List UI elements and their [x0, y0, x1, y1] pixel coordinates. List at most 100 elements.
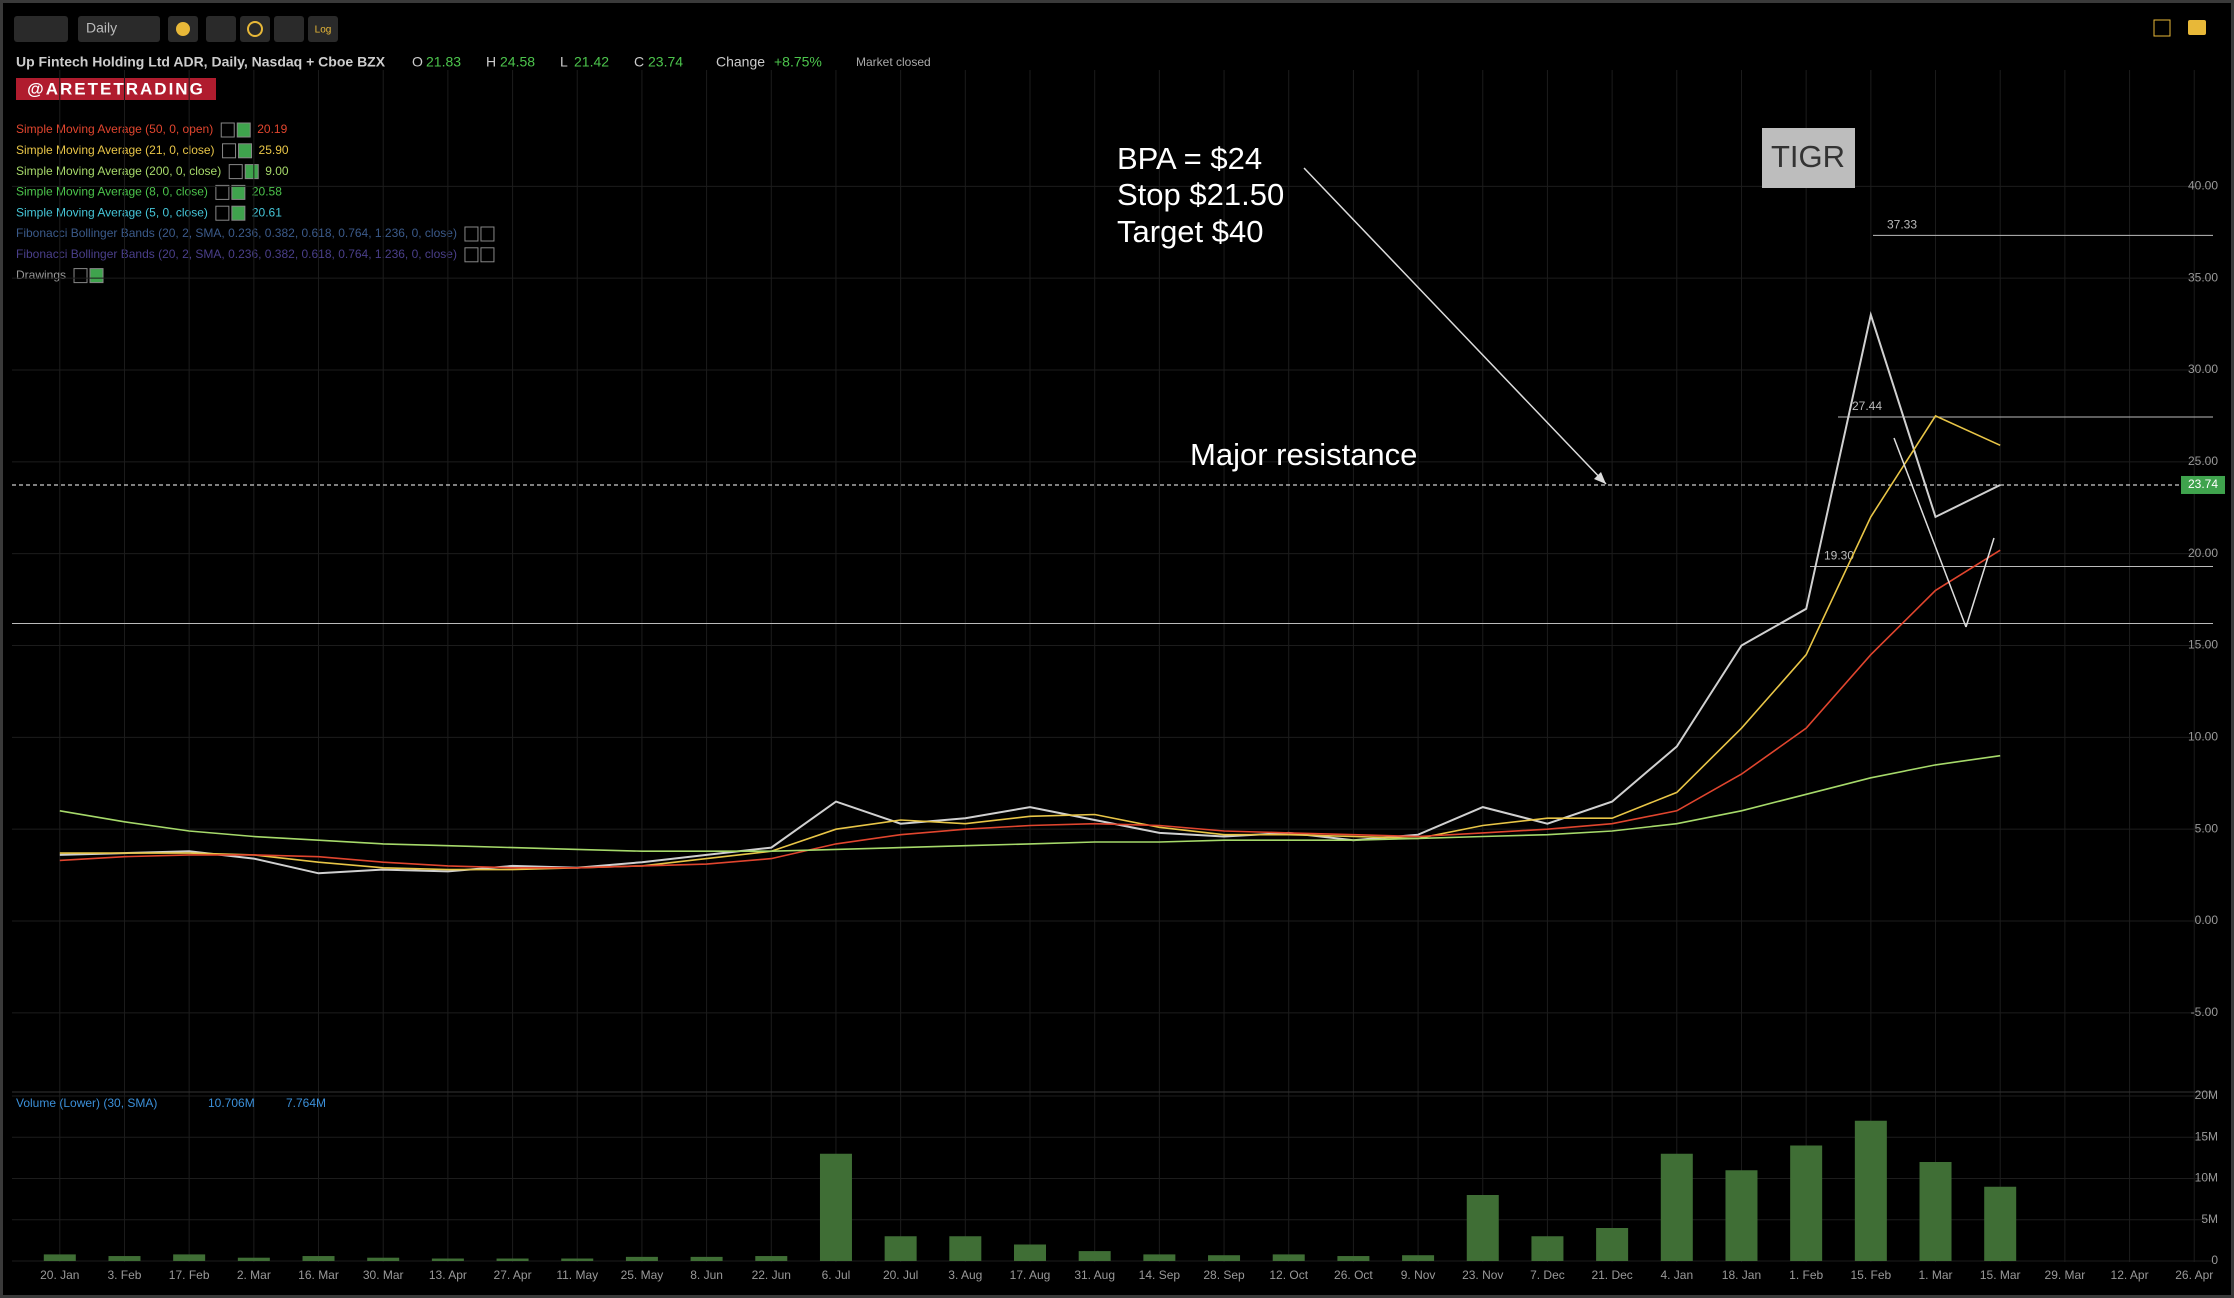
volume-bar — [819, 1153, 852, 1261]
volume-bar — [1272, 1254, 1305, 1261]
volume-bar — [1143, 1254, 1176, 1261]
y-tick-label: 20M — [2195, 1088, 2218, 1102]
volume-bar — [1337, 1256, 1370, 1261]
series-line — [59, 414, 2001, 871]
indicator-toggle[interactable] — [236, 122, 251, 138]
volume-bar — [367, 1257, 400, 1261]
x-tick-label: 28. Sep — [1203, 1268, 1245, 1282]
x-tick-label: 8. Jun — [690, 1268, 723, 1282]
series-line — [59, 549, 2001, 869]
clock-icon — [247, 21, 263, 37]
volume-bar — [1078, 1251, 1111, 1261]
indicator-name: Simple Moving Average (8, 0, close) — [16, 185, 208, 199]
volume-bar — [1402, 1255, 1435, 1261]
volume-bar — [1466, 1195, 1499, 1261]
x-tick-label: 7. Dec — [1530, 1268, 1565, 1282]
x-tick-label: 27. Apr — [494, 1268, 532, 1282]
y-tick-label: 25.00 — [2188, 454, 2218, 468]
y-tick-label: 0.00 — [2195, 913, 2219, 927]
ticker-box — [1762, 128, 1855, 188]
x-tick-label: 9. Nov — [1401, 1268, 1436, 1282]
y-tick-label: 10M — [2195, 1171, 2218, 1185]
indicator-menu[interactable] — [464, 226, 479, 242]
symbol: Up Fintech Holding Ltd ADR, Daily, Nasda… — [16, 54, 386, 70]
indicator-value: 9.00 — [265, 164, 289, 178]
crosshair-button[interactable] — [274, 16, 304, 42]
indicator-toggle[interactable] — [231, 205, 246, 221]
x-tick-label: 11. May — [556, 1268, 598, 1282]
interval-select[interactable] — [78, 16, 160, 42]
indicator-toggle[interactable] — [480, 226, 495, 242]
indicator-menu[interactable] — [220, 122, 235, 138]
snapshot-button[interactable] — [2188, 20, 2206, 35]
volume-bar — [1725, 1170, 1758, 1261]
x-tick-label: 17. Aug — [1010, 1268, 1051, 1282]
annotation: Target $40 — [1117, 214, 1264, 249]
change-value: +8.75% — [774, 54, 822, 70]
watermark-box — [16, 78, 216, 100]
drawing-line — [1893, 437, 1967, 628]
indicator-name: Fibonacci Bollinger Bands (20, 2, SMA, 0… — [16, 247, 457, 261]
y-tick-label: -5.00 — [2191, 1005, 2219, 1019]
x-tick-label: 15. Feb — [1850, 1268, 1891, 1282]
indicator-value: 20.61 — [252, 205, 282, 219]
x-tick-label: 26. Oct — [1334, 1268, 1373, 1282]
x-tick-label: 13. Apr — [429, 1268, 467, 1282]
volume-bar — [1596, 1228, 1629, 1261]
y-tick-label: 10.00 — [2188, 730, 2218, 744]
ohlc-label: L — [560, 54, 568, 70]
x-tick-label: 29. Mar — [2045, 1268, 2086, 1282]
indicator-name: Simple Moving Average (50, 0, open) — [16, 122, 213, 136]
indicator-menu[interactable] — [222, 143, 237, 159]
volume-bar — [1660, 1153, 1693, 1261]
indicator-menu[interactable] — [228, 164, 243, 180]
indicator-menu[interactable] — [215, 205, 230, 221]
annotation: BPA = $24 — [1117, 141, 1262, 176]
indicator-value: 20.19 — [257, 122, 287, 136]
x-tick-label: 14. Sep — [1139, 1268, 1181, 1282]
indicator-button[interactable] — [206, 16, 236, 42]
ohlc-value: 21.42 — [574, 54, 609, 70]
y-tick-label: 40.00 — [2188, 178, 2218, 192]
indicator-name: Fibonacci Bollinger Bands (20, 2, SMA, 0… — [16, 226, 457, 240]
ohlc-label: O — [412, 54, 423, 70]
log-label: Log — [315, 25, 332, 36]
last-price-tag — [2181, 475, 2225, 494]
indicator-menu[interactable] — [215, 184, 230, 200]
volume-bar — [949, 1236, 982, 1261]
indicator-toggle[interactable] — [238, 143, 253, 159]
indicator-toggle[interactable] — [244, 164, 259, 180]
indicator-value: 25.90 — [259, 143, 289, 157]
volume-bar — [1531, 1236, 1564, 1261]
y-tick-label: 15.00 — [2188, 638, 2218, 652]
volume-bar — [884, 1236, 917, 1261]
indicator-toggle[interactable] — [89, 268, 104, 284]
last-price-label: 23.74 — [2188, 477, 2218, 491]
x-tick-label: 12. Apr — [2111, 1268, 2149, 1282]
fullscreen-button[interactable] — [2153, 19, 2171, 37]
x-tick-label: 23. Nov — [1462, 1268, 1503, 1282]
volume-bar — [496, 1258, 529, 1261]
level-label: 19.30 — [1824, 549, 1854, 563]
volume-reading: 10.706M — [208, 1096, 255, 1110]
volume-bar — [1790, 1145, 1823, 1261]
toolbar: Daily Log — [14, 16, 2206, 42]
x-tick-label: 1. Feb — [1789, 1268, 1823, 1282]
time-button[interactable] — [240, 16, 270, 42]
x-tick-label: 12. Oct — [1269, 1268, 1308, 1282]
indicator-menu[interactable] — [464, 247, 479, 263]
indicator-toggle[interactable] — [231, 184, 246, 200]
indicator-menu[interactable] — [73, 268, 88, 284]
ohlc-label: C — [634, 54, 644, 70]
indicator-value: 20.58 — [252, 185, 282, 199]
volume-bar — [1919, 1162, 1952, 1261]
level-label: 37.33 — [1887, 218, 1917, 232]
x-tick-label: 1. Mar — [1919, 1268, 1953, 1282]
indicator-toggle[interactable] — [480, 247, 495, 263]
volume-bar — [1014, 1244, 1046, 1261]
volume-bar — [108, 1256, 141, 1261]
chart-style-button[interactable] — [14, 16, 68, 42]
log-button[interactable] — [308, 16, 338, 42]
